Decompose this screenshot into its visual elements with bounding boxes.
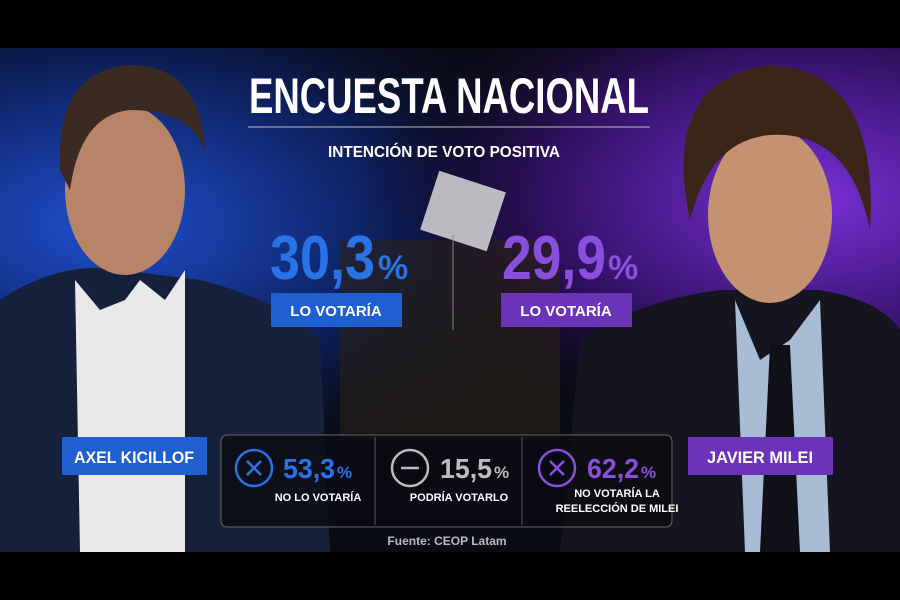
stat-value: 15,5 (440, 453, 492, 484)
candidate-unit: % (608, 249, 638, 287)
stat-unit: % (641, 463, 656, 482)
stats-panel (220, 434, 673, 528)
bottom-bar (0, 552, 900, 600)
ballot-box (340, 240, 560, 440)
icon-x (549, 460, 565, 476)
top-bar (0, 0, 900, 48)
stat-label: REELECCIÓN DE MILEI (556, 502, 679, 515)
candidate-unit: % (378, 249, 408, 287)
icon-x (234, 448, 274, 488)
candidate-name: AXEL KICILLOF (74, 448, 194, 467)
candidate-name: JAVIER MILEI (707, 448, 813, 467)
vote-badge (271, 293, 402, 327)
stat-unit: % (337, 463, 352, 482)
vote-label: LO VOTARÍA (290, 303, 382, 320)
vote-badge (501, 293, 632, 327)
stat-label: PODRÍA VOTARLO (410, 491, 509, 504)
subtitle: INTENCIÓN DE VOTO POSITIVA (328, 142, 560, 161)
source: Fuente: CEOP Latam (387, 534, 506, 548)
stat-unit: % (494, 463, 509, 482)
stat-value: 62,2 (587, 453, 639, 484)
title: ENCUESTA NACIONAL (249, 68, 649, 124)
stat-value: 53,3 (283, 453, 335, 484)
name-tag (688, 437, 833, 475)
stat-label: NO LO VOTARÍA (275, 491, 362, 504)
icon-x (537, 448, 577, 488)
stat-label: NO VOTARÍA LA (574, 487, 660, 500)
name-tag (62, 437, 207, 475)
vote-label: LO VOTARÍA (520, 303, 612, 320)
candidate-value: 29,9 (502, 224, 606, 293)
icon-x (246, 460, 262, 476)
icon-minus (390, 448, 430, 488)
ballot-paper (420, 170, 506, 252)
candidate-value: 30,3 (270, 224, 375, 293)
